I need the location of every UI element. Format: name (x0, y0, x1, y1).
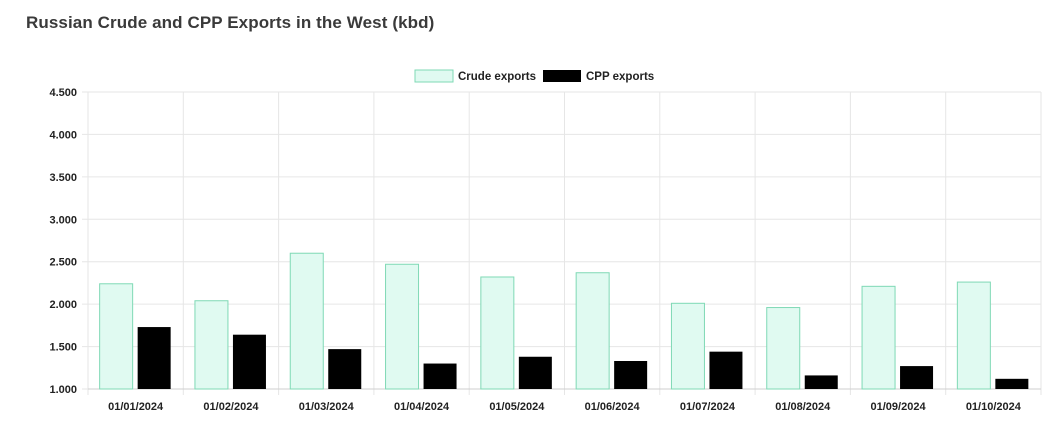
y-tick-label: 2.500 (49, 257, 77, 269)
chart-title: Russian Crude and CPP Exports in the Wes… (26, 13, 435, 32)
y-tick-label: 4.000 (49, 129, 77, 141)
grid-lines (82, 91, 1042, 395)
x-tick-label: 01/09/2024 (871, 401, 927, 413)
x-tick-label: 01/01/2024 (108, 401, 164, 413)
bars (99, 252, 1029, 390)
y-tick-label: 4.500 (49, 87, 77, 99)
bar-cpp-exports[interactable] (328, 349, 362, 389)
x-tick-label: 01/03/2024 (299, 401, 355, 413)
bar-crude-exports[interactable] (575, 272, 610, 390)
bar-crude-exports[interactable] (956, 281, 991, 390)
bar-crude-exports[interactable] (289, 252, 324, 390)
bar-cpp-exports[interactable] (137, 327, 171, 389)
y-tick-label: 1.000 (49, 384, 77, 396)
legend-swatch-crude (414, 69, 454, 83)
x-tick-label: 01/06/2024 (585, 401, 641, 413)
bar-crude-exports[interactable] (766, 307, 801, 390)
bar-crude-exports[interactable] (480, 276, 515, 390)
x-tick-label: 01/05/2024 (489, 401, 545, 413)
bar-cpp-exports[interactable] (995, 378, 1029, 389)
bar-cpp-exports[interactable] (900, 366, 934, 389)
bar-crude-exports[interactable] (385, 263, 420, 390)
bar-crude-exports[interactable] (861, 285, 896, 390)
x-tick-label: 01/02/2024 (203, 401, 259, 413)
bar-cpp-exports[interactable] (232, 334, 266, 389)
bar-cpp-exports[interactable] (518, 356, 552, 389)
bar-crude-exports[interactable] (670, 302, 705, 390)
x-tick-label: 01/07/2024 (680, 401, 736, 413)
bar-cpp-exports[interactable] (423, 363, 457, 389)
legend-label-cpp[interactable]: CPP exports (586, 71, 654, 83)
x-axis-ticks: 01/01/2024 01/02/2024 01/03/2024 01/04/2024… (108, 401, 1022, 413)
y-tick-label: 1.500 (49, 342, 77, 354)
y-axis-ticks: 4.500 4.000 3.500 3.000 2.500 2.000 1.500 1.000 (49, 87, 77, 396)
bar-crude-exports[interactable] (99, 283, 134, 390)
x-tick-label: 01/10/2024 (966, 401, 1022, 413)
bar-cpp-exports[interactable] (804, 375, 838, 389)
x-tick-label: 01/08/2024 (775, 401, 831, 413)
legend-swatch-cpp (543, 70, 581, 82)
y-tick-label: 2.000 (49, 299, 77, 311)
y-tick-label: 3.500 (49, 172, 77, 184)
bar-crude-exports[interactable] (194, 300, 229, 390)
legend[interactable]: Crude exports CPP exports (414, 69, 654, 83)
y-tick-label: 3.000 (49, 214, 77, 226)
x-tick-label: 01/04/2024 (394, 401, 450, 413)
bar-cpp-exports[interactable] (709, 351, 743, 389)
legend-label-crude[interactable]: Crude exports (458, 71, 536, 83)
bar-cpp-exports[interactable] (614, 360, 648, 389)
